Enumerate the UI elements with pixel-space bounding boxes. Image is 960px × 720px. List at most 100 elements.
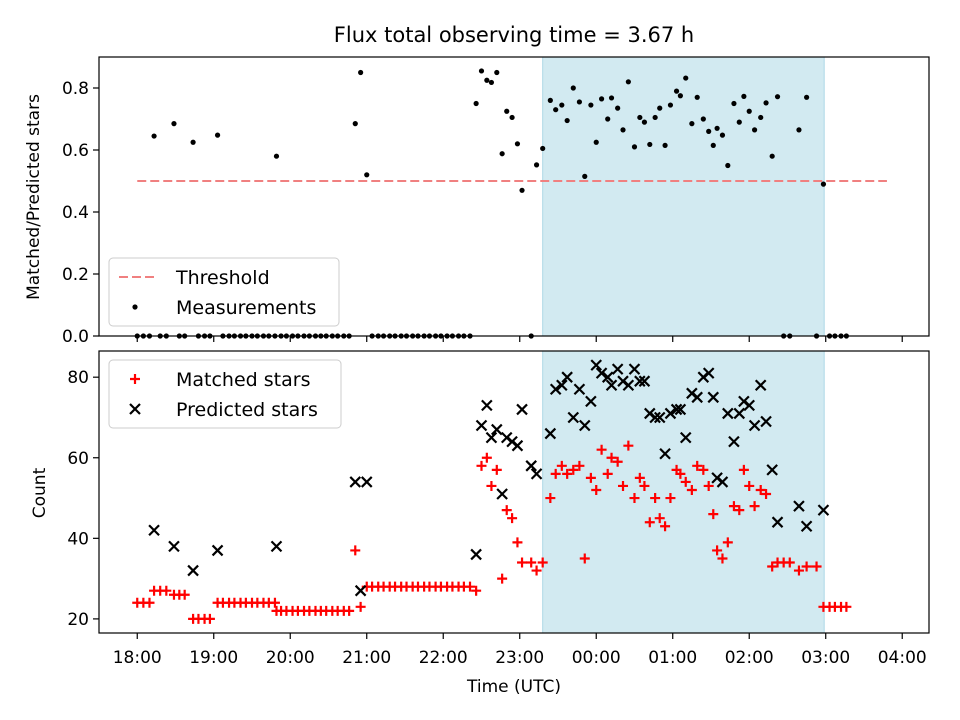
predicted-point	[516, 403, 528, 416]
measurement-point	[488, 79, 495, 86]
measurement-point	[499, 151, 505, 157]
x-tick-label: 02:00	[725, 648, 774, 668]
measurement-point	[637, 114, 643, 121]
predicted-point	[481, 399, 493, 412]
measurement-point	[694, 94, 700, 100]
measurement-point	[683, 75, 689, 81]
predicted-point	[653, 411, 666, 424]
predicted-point	[168, 540, 180, 553]
measurement-point	[615, 105, 621, 111]
predicted-point	[722, 407, 734, 420]
matched-point	[517, 557, 528, 568]
matched-point	[537, 557, 548, 568]
measurement-point	[719, 132, 726, 138]
matched-point	[585, 472, 596, 483]
measurement-point	[804, 94, 810, 100]
matched-point	[471, 585, 482, 596]
matched-point	[734, 505, 745, 516]
matched-point	[755, 484, 766, 495]
matched-point	[579, 553, 590, 564]
legend-predicted-marker	[129, 403, 141, 415]
measurement-point	[725, 162, 731, 169]
y-tick-label: 60	[67, 449, 89, 469]
measurement-point	[662, 142, 668, 148]
measurement-point	[736, 119, 742, 125]
predicted-point	[491, 423, 503, 436]
legend-box	[108, 359, 342, 429]
predicted-point	[800, 520, 813, 533]
predicted-point	[628, 363, 641, 375]
matched-point	[784, 557, 795, 568]
axes-frame	[98, 56, 930, 337]
measurement-point	[620, 127, 626, 133]
predicted-point	[470, 548, 482, 561]
matched-point	[841, 601, 852, 612]
matched-point	[634, 472, 645, 483]
measurement-point	[364, 172, 370, 178]
measurement-point	[588, 102, 594, 108]
matched-point	[801, 561, 812, 572]
matched-point	[350, 545, 361, 556]
measurement-point	[519, 187, 525, 193]
y-tick-label: 20	[67, 610, 89, 630]
predicted-point	[530, 468, 543, 480]
measurement-point	[774, 94, 781, 100]
matched-point	[501, 505, 512, 516]
measurement-point	[582, 173, 588, 179]
matched-point	[556, 460, 567, 471]
matched-point	[612, 456, 623, 467]
measurement-point	[547, 97, 553, 103]
matched-point	[749, 501, 760, 512]
measurement-point	[763, 100, 769, 106]
predicted-point	[148, 524, 160, 537]
measurement-point	[710, 142, 716, 148]
matched-point	[618, 480, 629, 491]
matched-point	[497, 573, 508, 584]
matched-point	[644, 517, 655, 528]
measurement-point	[564, 117, 570, 124]
measurement-point	[273, 153, 280, 159]
measurement-point	[769, 153, 775, 159]
matched-point	[526, 557, 537, 568]
predicted-point	[649, 411, 661, 424]
measurement-point	[593, 139, 599, 145]
predicted-point	[634, 375, 646, 387]
y-tick-label: 0.0	[62, 327, 89, 347]
legend-label: Measurements	[176, 297, 316, 319]
measurement-point	[657, 105, 663, 111]
y-tick-label: 80	[67, 368, 89, 388]
predicted-point	[485, 431, 498, 444]
measurement-point	[553, 107, 559, 113]
x-tick-label: 23:00	[495, 648, 544, 668]
predicted-point	[702, 367, 715, 379]
measurement-point	[473, 100, 479, 107]
matched-point	[481, 452, 492, 463]
predicted-point	[728, 435, 740, 448]
measurement-point	[576, 99, 583, 105]
measurement-point	[605, 116, 611, 122]
measurement-point	[151, 133, 157, 139]
predicted-point	[664, 407, 677, 420]
measurement-point	[700, 116, 706, 122]
predicted-point	[270, 540, 283, 553]
measurement-point	[673, 88, 680, 94]
predicted-point	[187, 564, 199, 577]
predicted-point	[590, 359, 603, 371]
legend-matched-marker	[130, 374, 140, 384]
predicted-point	[748, 419, 761, 432]
measurement-point	[214, 132, 221, 138]
predicted-point	[679, 431, 692, 444]
matched-point	[654, 513, 665, 524]
predicted-point	[544, 427, 557, 440]
measurement-point	[758, 114, 764, 121]
x-axis-label: Time (UTC)	[466, 677, 561, 697]
measurement-point	[652, 114, 658, 121]
predicted-point	[771, 516, 784, 528]
matched-point	[562, 468, 573, 479]
y-tick-label: 0.4	[62, 203, 89, 223]
legend-label: Matched stars	[176, 369, 310, 391]
measurement-point	[352, 121, 358, 127]
matched-point	[623, 440, 634, 451]
measurement-point	[689, 121, 695, 127]
